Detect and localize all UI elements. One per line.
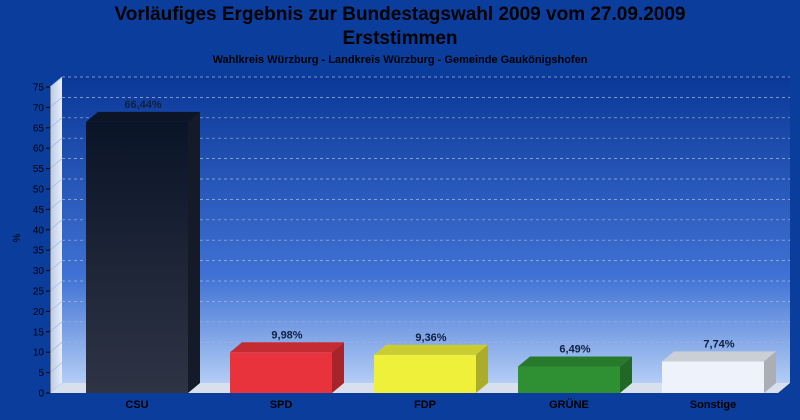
y-tick-label: 35 <box>33 246 45 257</box>
grid-line-wall <box>49 260 63 271</box>
y-axis-label: % <box>12 233 23 242</box>
grid-line-wall <box>49 219 63 231</box>
bar-top <box>518 356 632 367</box>
y-tick-label: 60 <box>33 144 45 155</box>
chart-subtitle: Wahlkreis Würzburg - Landkreis Würzburg … <box>212 54 588 66</box>
category-label: SPD <box>270 399 293 411</box>
grid-line-wall <box>49 178 63 190</box>
bar-grüne <box>518 366 620 393</box>
grid-line-wall <box>49 199 63 210</box>
grid-line-wall <box>49 301 63 312</box>
y-tick-label: 10 <box>33 348 45 359</box>
y-tick-label: 30 <box>33 266 45 277</box>
y-tick-label: 55 <box>33 164 45 175</box>
chart-title: Vorläufiges Ergebnis zur Bundestagswahl … <box>114 4 686 25</box>
bar-sonstige <box>662 361 764 393</box>
y-tick-label: 25 <box>33 287 45 298</box>
bar-side <box>332 342 344 393</box>
grid-line-wall <box>49 321 63 333</box>
y-tick-label: 45 <box>33 205 45 216</box>
category-label: GRÜNE <box>549 398 589 411</box>
y-tick-label: 65 <box>33 123 45 134</box>
y-tick-label: 75 <box>33 83 45 94</box>
y-tick-label: 70 <box>33 103 45 114</box>
bar-side <box>188 111 200 393</box>
bar-side <box>620 356 632 393</box>
grid-line-wall <box>49 97 63 108</box>
bar-top <box>662 351 776 362</box>
grid-line-wall <box>49 137 63 149</box>
value-label: 9,98% <box>271 329 302 341</box>
bar-top <box>86 111 200 122</box>
grid-line-wall <box>49 76 63 88</box>
bar-fdp <box>374 354 476 393</box>
grid-line-wall <box>49 158 63 169</box>
y-tick-label: 20 <box>33 307 45 318</box>
grid-line-wall <box>49 341 63 353</box>
y-tick-label: 50 <box>33 185 45 196</box>
bar-side <box>764 351 776 393</box>
y-tick-label: 15 <box>33 327 45 338</box>
bar-top <box>230 342 344 353</box>
value-label: 6,49% <box>559 344 590 356</box>
y-tick-label: 5 <box>38 368 44 379</box>
value-label: 7,74% <box>703 338 734 350</box>
bar-side <box>476 344 488 393</box>
bar-csu <box>86 121 188 393</box>
category-label: Sonstige <box>690 399 736 411</box>
category-label: FDP <box>414 399 436 411</box>
grid-line-wall <box>49 362 63 373</box>
y-tick-label: 40 <box>33 225 45 236</box>
value-label: 9,36% <box>415 332 446 344</box>
plot-side-wall <box>50 77 62 393</box>
y-tick-label: 0 <box>38 389 44 400</box>
category-label: CSU <box>125 399 148 411</box>
value-label: 66,44% <box>124 99 162 111</box>
grid-line-wall <box>49 280 63 292</box>
bar-top <box>374 344 488 355</box>
grid-line-wall <box>49 239 63 251</box>
chart-title-2: Erststimmen <box>342 28 458 49</box>
bar-spd <box>230 352 332 393</box>
grid-line-wall <box>49 117 63 129</box>
